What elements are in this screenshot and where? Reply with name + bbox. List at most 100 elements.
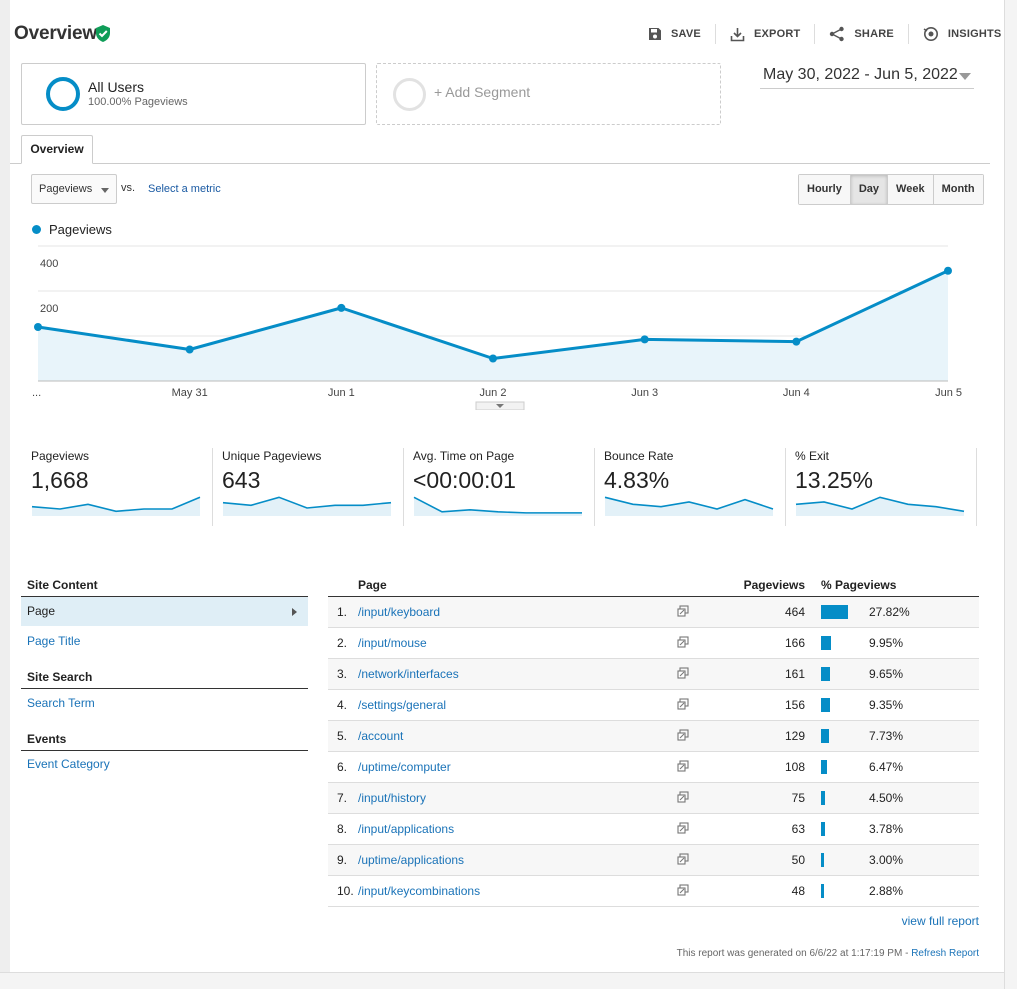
scorecard-bounce-rate[interactable]: Bounce Rate 4.83% bbox=[595, 448, 786, 526]
nav-item-search-term[interactable]: Search Term bbox=[27, 696, 95, 710]
data-point[interactable] bbox=[185, 345, 194, 354]
sparkline bbox=[413, 496, 582, 516]
period-day-button[interactable]: Day bbox=[850, 175, 889, 204]
open-external-icon[interactable] bbox=[677, 791, 689, 803]
column-header-page[interactable]: Page bbox=[358, 578, 387, 592]
vs-label: vs. bbox=[121, 182, 136, 194]
column-header-pageviews[interactable]: Pageviews bbox=[743, 578, 805, 592]
row-number: 5. bbox=[337, 729, 348, 743]
metric-select[interactable]: Pageviews bbox=[31, 174, 117, 204]
page-title: Overview bbox=[14, 23, 97, 44]
page-link[interactable]: /account bbox=[358, 729, 404, 743]
pct-cell: 7.73% bbox=[869, 729, 904, 743]
page-link[interactable]: /input/keyboard bbox=[358, 605, 441, 619]
open-external-icon[interactable] bbox=[677, 667, 689, 679]
period-hourly-button[interactable]: Hourly bbox=[799, 175, 851, 204]
open-external-icon[interactable] bbox=[677, 698, 689, 710]
pct-cell: 9.95% bbox=[869, 636, 904, 650]
pct-cell: 27.82% bbox=[869, 605, 910, 619]
nav-item-label: Page bbox=[27, 604, 56, 618]
scrollbar-track[interactable] bbox=[1004, 0, 1017, 989]
segment-all-users[interactable]: All Users 100.00% Pageviews bbox=[21, 63, 366, 125]
pageviews-cell: 50 bbox=[791, 853, 805, 867]
data-point[interactable] bbox=[640, 335, 649, 344]
open-external-icon[interactable] bbox=[677, 605, 689, 617]
period-week-button[interactable]: Week bbox=[888, 175, 934, 204]
save-button[interactable]: SAVE bbox=[648, 27, 701, 41]
row-number: 9. bbox=[337, 853, 348, 867]
open-external-icon[interactable] bbox=[677, 729, 689, 741]
view-full-report-link[interactable]: view full report bbox=[901, 914, 979, 928]
page-link[interactable]: /uptime/applications bbox=[358, 853, 465, 867]
data-point[interactable] bbox=[34, 323, 42, 331]
y-tick-label: 400 bbox=[40, 258, 58, 270]
share-icon bbox=[830, 26, 845, 42]
sparkline-line bbox=[222, 496, 392, 509]
refresh-report-link[interactable]: Refresh Report bbox=[911, 948, 979, 959]
nav-heading-site-content: Site Content bbox=[27, 578, 98, 592]
date-range-picker[interactable]: May 30, 2022 - Jun 5, 2022 bbox=[760, 63, 974, 89]
table-row: 6. /uptime/computer 108 6.47% bbox=[328, 752, 979, 783]
page-link[interactable]: /input/keycombinations bbox=[358, 884, 481, 898]
nav-item-event-category[interactable]: Event Category bbox=[27, 757, 110, 771]
open-external-icon[interactable] bbox=[677, 636, 689, 648]
nav-item-page[interactable]: Page bbox=[21, 597, 308, 626]
open-external-icon[interactable] bbox=[677, 853, 689, 865]
data-point[interactable] bbox=[489, 354, 497, 363]
scorecard-pageviews[interactable]: Pageviews 1,668 bbox=[22, 448, 213, 526]
open-external-icon[interactable] bbox=[677, 760, 689, 772]
open-external-icon[interactable] bbox=[677, 822, 689, 834]
pct-cell: 4.50% bbox=[869, 791, 904, 805]
tab-divider bbox=[10, 163, 990, 164]
scorecard-value: 1,668 bbox=[31, 467, 89, 493]
pct-bar bbox=[821, 729, 829, 743]
share-button[interactable]: SHARE bbox=[829, 26, 894, 42]
pct-bar bbox=[821, 605, 848, 619]
sparkline-area bbox=[605, 497, 773, 516]
pct-bar bbox=[821, 853, 824, 867]
row-number: 2. bbox=[337, 636, 348, 650]
x-tick-label: Jun 4 bbox=[783, 387, 810, 399]
page-link[interactable]: /uptime/computer bbox=[358, 760, 451, 774]
table-row: 4. /settings/general 156 9.35% bbox=[328, 690, 979, 721]
pct-cell: 3.00% bbox=[869, 853, 904, 867]
data-point[interactable] bbox=[792, 337, 801, 346]
nav-heading-site-search: Site Search bbox=[27, 670, 93, 684]
open-external-icon[interactable] bbox=[677, 884, 689, 896]
sparkline bbox=[795, 496, 965, 516]
nav-item-page-title[interactable]: Page Title bbox=[27, 634, 81, 648]
nav-divider bbox=[21, 596, 308, 597]
select-metric-link[interactable]: Select a metric bbox=[148, 183, 221, 195]
nav-heading-events: Events bbox=[27, 732, 67, 746]
page-link[interactable]: /network/interfaces bbox=[358, 667, 459, 681]
data-point[interactable] bbox=[337, 303, 346, 312]
data-point[interactable] bbox=[944, 266, 952, 275]
insights-icon bbox=[923, 27, 938, 41]
sparkline-line bbox=[604, 496, 774, 510]
generated-text: This report was generated on 6/6/22 at 1… bbox=[676, 948, 912, 959]
pct-bar bbox=[821, 760, 828, 774]
report-panel: Overview SAVE EXPORT SHARE INSIG bbox=[10, 0, 1004, 972]
add-segment-button[interactable]: + Add Segment bbox=[376, 63, 721, 125]
nav-divider bbox=[21, 688, 308, 689]
pct-cell: 2.88% bbox=[869, 884, 904, 898]
date-range-label: May 30, 2022 - Jun 5, 2022 bbox=[763, 66, 958, 83]
insights-button[interactable]: INSIGHTS bbox=[923, 26, 1002, 42]
scorecard-label: Unique Pageviews bbox=[222, 449, 322, 463]
period-month-button[interactable]: Month bbox=[933, 175, 983, 204]
scorecard-unique-pageviews[interactable]: Unique Pageviews 643 bbox=[213, 448, 404, 526]
column-header-pct-pageviews[interactable]: % Pageviews bbox=[821, 578, 897, 592]
share-label: SHARE bbox=[854, 28, 894, 40]
page-link[interactable]: /input/mouse bbox=[358, 636, 427, 650]
chevron-down-icon bbox=[496, 404, 504, 408]
page-link[interactable]: /settings/general bbox=[358, 698, 447, 712]
scorecard-exit[interactable]: % Exit 13.25% bbox=[786, 448, 977, 526]
tab-overview[interactable]: Overview bbox=[21, 135, 93, 164]
export-button[interactable]: EXPORT bbox=[730, 27, 800, 42]
page-link[interactable]: /input/applications bbox=[358, 822, 455, 836]
scorecard-avg-time-on-page[interactable]: Avg. Time on Page <00:00:01 bbox=[404, 448, 595, 526]
page-footer-strip bbox=[0, 972, 1004, 989]
toolbar-divider bbox=[714, 24, 716, 44]
page-link[interactable]: /input/history bbox=[358, 791, 427, 805]
